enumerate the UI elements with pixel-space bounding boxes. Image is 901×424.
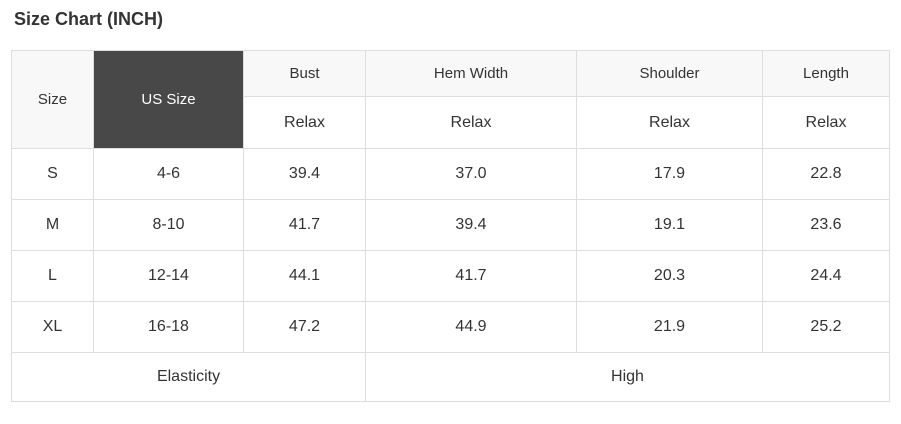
length-cell: 23.6 <box>762 199 890 251</box>
us-size-column-header: US Size <box>93 50 244 149</box>
size-chart-table: Size US Size Bust Hem Width Shoulder Len… <box>11 50 890 402</box>
bust-cell: 47.2 <box>243 301 366 353</box>
shoulder-cell: 17.9 <box>576 148 763 200</box>
size-column-header: Size <box>11 50 94 149</box>
length-cell: 24.4 <box>762 250 890 302</box>
size-cell: S <box>11 148 94 200</box>
hem-width-cell: 39.4 <box>365 199 577 251</box>
table-row-s: S 4-6 39.4 37.0 17.9 22.8 <box>11 148 890 200</box>
bust-cell: 44.1 <box>243 250 366 302</box>
us-size-cell: 12-14 <box>93 250 244 302</box>
elasticity-value-cell: High <box>365 352 890 402</box>
header-row-fit: Relax Relax Relax Relax <box>12 96 890 149</box>
bust-cell: 39.4 <box>243 148 366 200</box>
elasticity-label-cell: Elasticity <box>11 352 366 402</box>
hem-width-fit-cell: Relax <box>365 96 577 149</box>
us-size-cell: 8-10 <box>93 199 244 251</box>
size-cell: L <box>11 250 94 302</box>
shoulder-fit-cell: Relax <box>576 96 763 149</box>
size-cell: XL <box>11 301 94 353</box>
length-cell: 25.2 <box>762 301 890 353</box>
hem-width-column-header: Hem Width <box>365 50 577 97</box>
size-cell: M <box>11 199 94 251</box>
shoulder-cell: 20.3 <box>576 250 763 302</box>
shoulder-cell: 21.9 <box>576 301 763 353</box>
us-size-cell: 16-18 <box>93 301 244 353</box>
table-row-elasticity: Elasticity High <box>11 352 890 402</box>
table-row-m: M 8-10 41.7 39.4 19.1 23.6 <box>11 199 890 251</box>
bust-column-header: Bust <box>243 50 366 97</box>
table-row-xl: XL 16-18 47.2 44.9 21.9 25.2 <box>11 301 890 353</box>
length-cell: 22.8 <box>762 148 890 200</box>
shoulder-cell: 19.1 <box>576 199 763 251</box>
length-fit-cell: Relax <box>762 96 890 149</box>
table-row-l: L 12-14 44.1 41.7 20.3 24.4 <box>11 250 890 302</box>
length-column-header: Length <box>762 50 890 97</box>
hem-width-cell: 41.7 <box>365 250 577 302</box>
hem-width-cell: 37.0 <box>365 148 577 200</box>
us-size-cell: 4-6 <box>93 148 244 200</box>
header-row-measures: Size US Size Bust Hem Width Shoulder Len… <box>11 50 890 149</box>
bust-cell: 41.7 <box>243 199 366 251</box>
page-title: Size Chart (INCH) <box>14 9 164 29</box>
shoulder-column-header: Shoulder <box>576 50 763 97</box>
hem-width-cell: 44.9 <box>365 301 577 353</box>
bust-fit-cell: Relax <box>243 96 366 149</box>
